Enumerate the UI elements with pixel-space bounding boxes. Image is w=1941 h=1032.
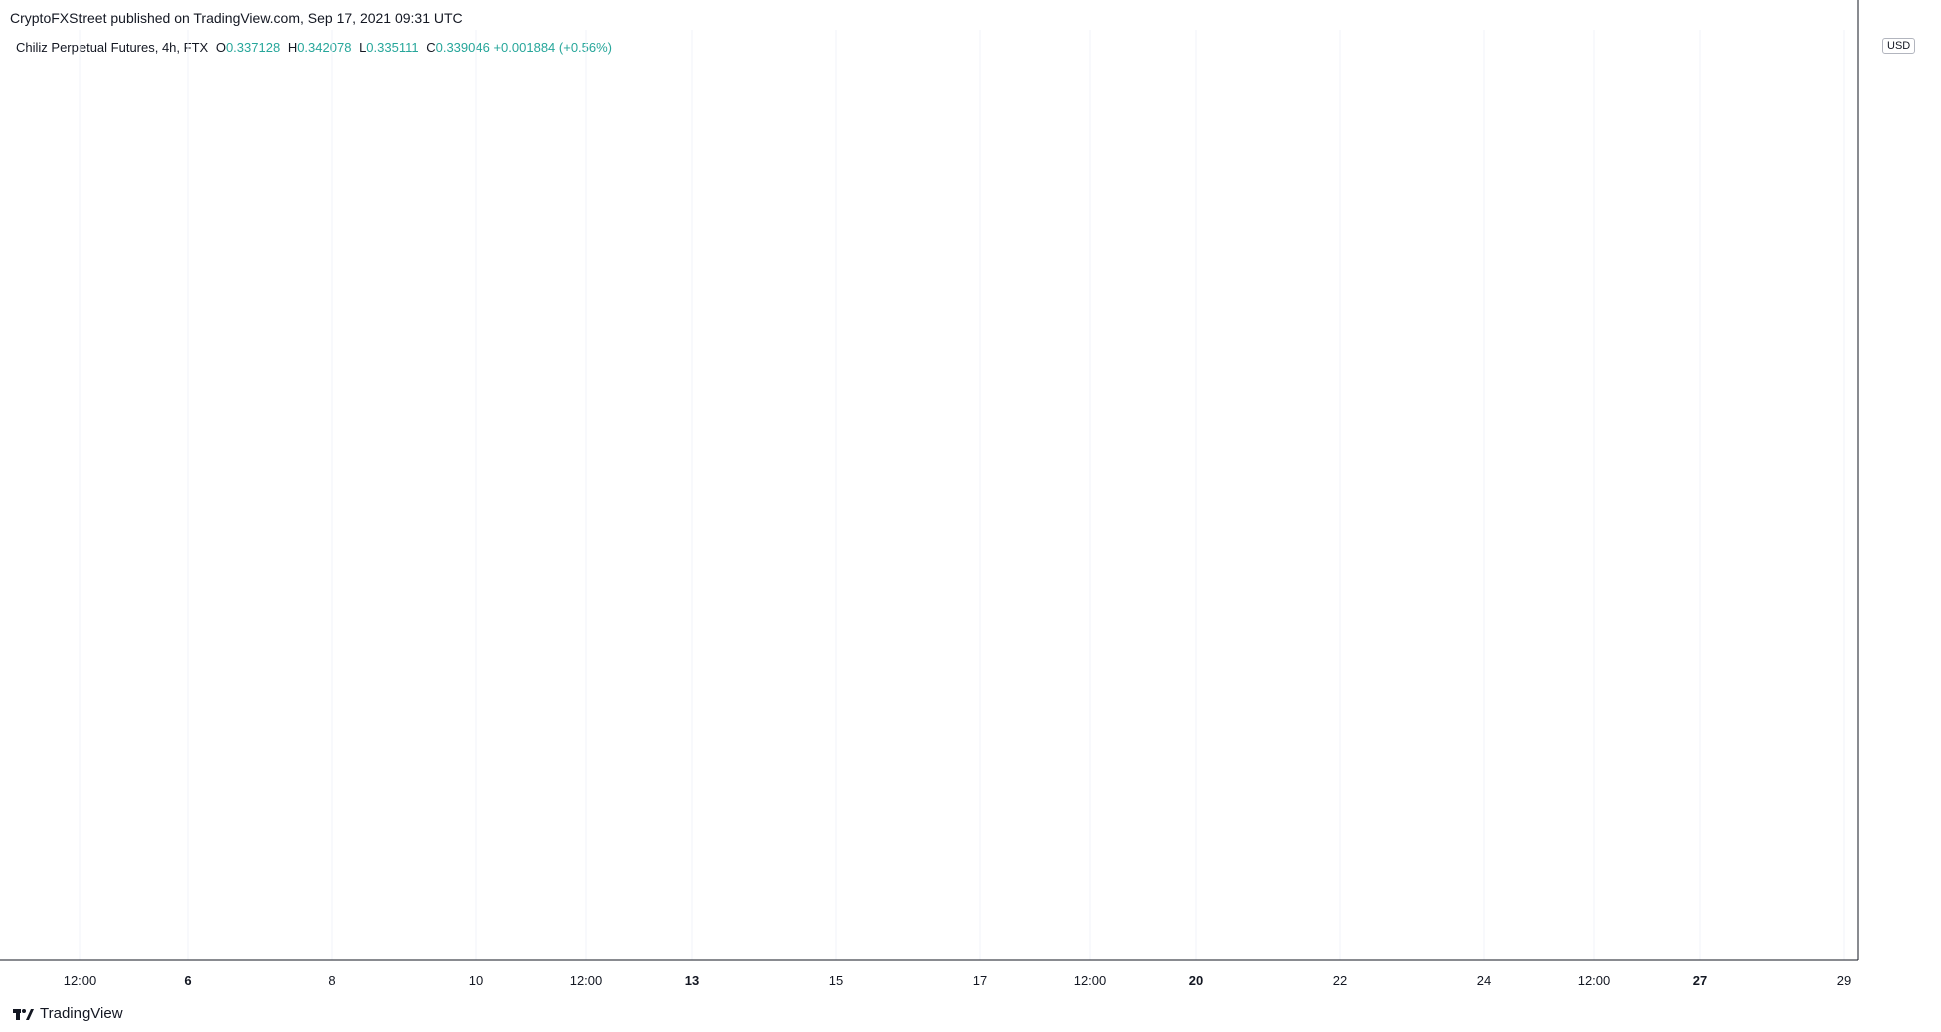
x-tick-label-11: 24 <box>1477 973 1491 988</box>
x-tick-label-4: 12:00 <box>570 973 603 988</box>
tradingview-logo-icon <box>13 1008 34 1020</box>
footer: TradingView <box>12 1005 123 1022</box>
x-tick-label-12: 12:00 <box>1578 973 1611 988</box>
publish-info: CryptoFXStreet published on TradingView.… <box>10 10 463 26</box>
symbol-name[interactable]: Chiliz Perpetual Futures, 4h, FTX <box>16 40 209 55</box>
change-value: +0.001884 (+0.56%) <box>493 40 613 55</box>
x-tick-label-9: 20 <box>1189 973 1203 988</box>
x-tick-label-3: 10 <box>469 973 483 988</box>
high-label: H <box>287 40 298 55</box>
x-tick-label-10: 22 <box>1333 973 1347 988</box>
x-tick-label-14: 29 <box>1837 973 1851 988</box>
x-tick-label-6: 15 <box>829 973 843 988</box>
open-value: 0.337128 <box>225 40 281 55</box>
low-value: 0.335111 <box>366 40 419 55</box>
x-tick-label-5: 13 <box>685 973 699 988</box>
close-label: C <box>426 40 436 55</box>
footer-brand[interactable]: TradingView <box>40 1005 123 1022</box>
low-label: L <box>359 40 367 55</box>
x-tick-label-2: 8 <box>328 973 335 988</box>
x-tick-label-0: 12:00 <box>64 973 97 988</box>
currency-badge[interactable]: USD <box>1882 38 1916 54</box>
open-label: O <box>215 40 226 55</box>
x-tick-label-7: 17 <box>973 973 987 988</box>
x-tick-label-13: 27 <box>1693 973 1707 988</box>
x-tick-label-1: 6 <box>184 973 191 988</box>
x-tick-label-8: 12:00 <box>1074 973 1107 988</box>
high-value: 0.342078 <box>297 40 352 55</box>
header-bar <box>0 0 1941 30</box>
